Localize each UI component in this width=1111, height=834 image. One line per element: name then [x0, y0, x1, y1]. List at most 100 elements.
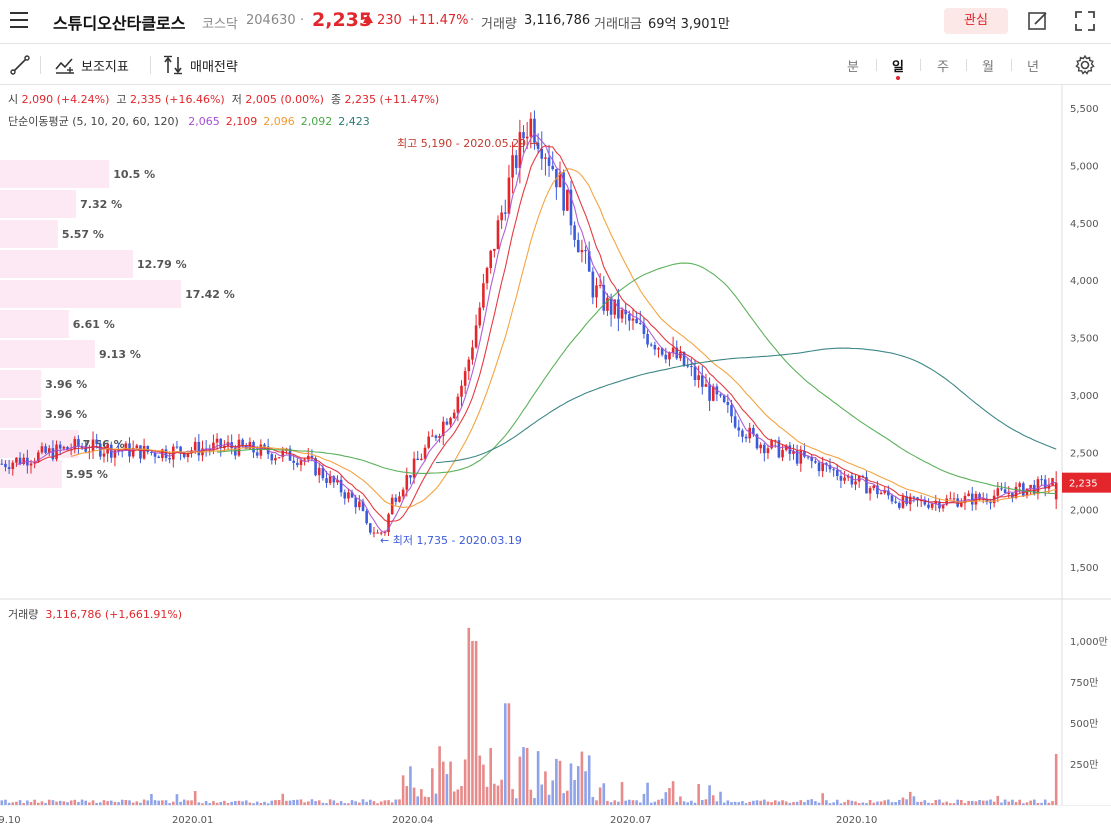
volume-bar — [109, 800, 113, 805]
volume-bar — [369, 799, 372, 805]
candle-body — [631, 318, 635, 321]
edit-icon[interactable] — [1027, 10, 1049, 32]
volume-profile-bar — [0, 370, 42, 398]
volume-profile-label: 3.96 % — [45, 408, 87, 421]
up-triangle-icon — [363, 14, 373, 23]
volume-bar — [252, 803, 255, 805]
candle-body — [960, 503, 963, 507]
volume-bar — [223, 800, 226, 805]
volume-bar — [547, 794, 551, 805]
candle-body — [598, 284, 602, 286]
volume-bar — [587, 755, 591, 805]
candle-body — [722, 395, 726, 403]
volume-bar — [84, 800, 88, 805]
candle-body — [354, 497, 358, 508]
price-tick-label: 1,500 — [1070, 563, 1099, 574]
candle-body — [234, 448, 237, 456]
candle-body — [7, 467, 11, 470]
volume-bar — [708, 785, 711, 805]
candle-body — [821, 463, 824, 472]
candle-body — [682, 351, 686, 366]
volume-profile-bar — [0, 310, 69, 338]
volume-bar — [80, 799, 84, 805]
volume-bar — [759, 800, 762, 805]
candle-body — [576, 239, 580, 253]
indicator-icon[interactable] — [54, 55, 76, 75]
volume-bar — [350, 800, 354, 805]
high-annotation: 최고 5,190 - 2020.05.29 → — [397, 137, 539, 150]
period-month[interactable]: 월 — [982, 60, 994, 75]
indicator-button[interactable]: 보조지표 — [81, 60, 129, 75]
period-day[interactable]: 일 — [892, 60, 904, 75]
volume-bar — [361, 799, 365, 805]
candle-body — [193, 441, 197, 451]
candle-body — [347, 492, 350, 499]
candle-body — [814, 461, 817, 463]
candle-body — [343, 492, 347, 499]
favorite-button[interactable]: 관심 — [944, 8, 1008, 34]
menu-icon[interactable] — [10, 12, 28, 30]
volume-bar — [1047, 802, 1051, 805]
candle-body — [529, 118, 533, 137]
high-label: 고 — [116, 93, 127, 106]
candle-body — [62, 446, 66, 449]
date-tick-label: 2020.07 — [610, 815, 651, 826]
volume-bar — [1032, 799, 1036, 805]
candle-body — [660, 348, 664, 355]
volume-bar — [197, 802, 201, 805]
volume-bar — [960, 799, 963, 805]
candle-body — [624, 309, 627, 315]
volume-bar — [248, 802, 252, 805]
fullscreen-icon[interactable] — [1074, 10, 1096, 32]
candle-body — [817, 462, 821, 472]
volume-bar — [613, 800, 617, 805]
strategy-button[interactable]: 매매전략 — [190, 60, 238, 75]
price-change-pct: +11.47% — [408, 13, 469, 28]
volume-bar — [799, 800, 803, 805]
candle-body — [587, 251, 591, 272]
candle-body — [95, 439, 98, 444]
volume-bar — [1051, 801, 1054, 805]
candle-body — [197, 441, 201, 456]
draw-line-icon[interactable] — [10, 55, 30, 75]
candle-body — [58, 444, 62, 449]
volume-bar — [215, 802, 219, 805]
volume-bar — [58, 800, 62, 805]
volume-bar — [507, 703, 511, 805]
volume-bar — [62, 801, 66, 805]
volume-bar — [814, 801, 817, 805]
candle-body — [438, 436, 441, 439]
period-year[interactable]: 년 — [1027, 60, 1039, 75]
volume-bar — [0, 800, 4, 805]
volume-info: 거래량 3,116,786 (+1,661.91%) — [8, 606, 182, 622]
candle-body — [467, 359, 471, 372]
volume-bar — [303, 802, 306, 805]
volume-bar — [978, 799, 981, 805]
candle-body — [66, 446, 69, 450]
candle-body — [102, 453, 106, 457]
volume-bar — [7, 802, 11, 805]
gear-icon[interactable] — [1074, 54, 1096, 76]
period-minute[interactable]: 분 — [847, 60, 859, 75]
volume-chart[interactable]: 1,000만 750만 500만 250만 — [0, 600, 1111, 805]
volume-bar — [719, 791, 722, 805]
candle-body — [697, 375, 700, 381]
strategy-icon[interactable] — [163, 55, 185, 75]
volume-bar — [555, 758, 558, 805]
volume-bar — [387, 800, 390, 805]
candle-body — [441, 421, 445, 437]
volume-bar — [95, 802, 98, 805]
volume-bar — [865, 803, 868, 805]
volume-bar — [653, 801, 657, 805]
period-divider — [1011, 59, 1012, 71]
candle-body — [638, 323, 642, 325]
candle-body — [241, 439, 244, 446]
period-week[interactable]: 주 — [937, 60, 949, 75]
candle-body — [259, 444, 263, 456]
price-chart[interactable]: 5,500 5,000 4,500 4,000 3,500 3,000 2,500 2,000… — [0, 85, 1111, 600]
volume-bar — [182, 799, 186, 805]
candle-body — [394, 497, 398, 502]
current-price-tag-label: 2,235 — [1069, 479, 1098, 490]
candle-body — [471, 347, 474, 360]
candle-body — [584, 250, 587, 252]
